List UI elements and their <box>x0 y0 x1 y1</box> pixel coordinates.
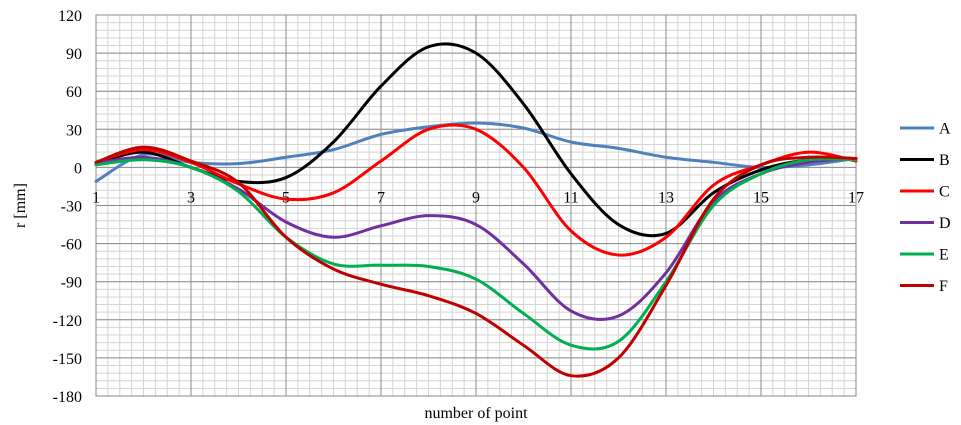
legend-label-c: C <box>939 184 950 201</box>
x-tick-label: 7 <box>377 189 385 206</box>
legend-label-d: D <box>939 215 951 232</box>
y-tick-label: 90 <box>66 46 82 63</box>
x-tick-label: 13 <box>658 189 674 206</box>
y-tick-label: -180 <box>53 389 82 406</box>
x-tick-label: 3 <box>187 189 195 206</box>
y-tick-label: -90 <box>61 275 82 292</box>
legend-label-f: F <box>939 278 948 295</box>
x-axis-title: number of point <box>424 405 528 422</box>
y-tick-label: 60 <box>66 84 82 101</box>
series-line-e <box>94 157 858 351</box>
y-tick-label: 30 <box>66 122 82 139</box>
x-axis-tick-labels: 1 3 5 7 9 11 13 15 17 <box>92 189 864 206</box>
legend-label-e: E <box>939 247 949 264</box>
series-lines <box>94 42 858 378</box>
series-line-a <box>94 121 858 183</box>
plot-area <box>95 14 857 397</box>
y-tick-label: 120 <box>58 8 82 25</box>
y-tick-label: 0 <box>74 160 82 177</box>
x-tick-label: 9 <box>472 189 480 206</box>
x-tick-label: 17 <box>848 189 864 206</box>
x-tick-label: 11 <box>563 189 578 206</box>
y-tick-label: -30 <box>61 199 82 216</box>
y-tick-label: -60 <box>61 237 82 254</box>
x-tick-label: 1 <box>92 189 100 206</box>
x-tick-label: 15 <box>753 189 769 206</box>
legend-label-a: A <box>939 121 951 138</box>
y-tick-label: -120 <box>53 313 82 330</box>
series-line-f <box>94 145 858 378</box>
y-tick-label: -150 <box>53 351 82 368</box>
y-axis-title: r [mm] <box>12 183 29 228</box>
y-axis-tick-labels: 120 90 60 30 0 -30 -60 -90 -120 -150 -180 <box>53 8 82 406</box>
legend-label-b: B <box>939 152 950 169</box>
series-line-c <box>94 123 858 257</box>
